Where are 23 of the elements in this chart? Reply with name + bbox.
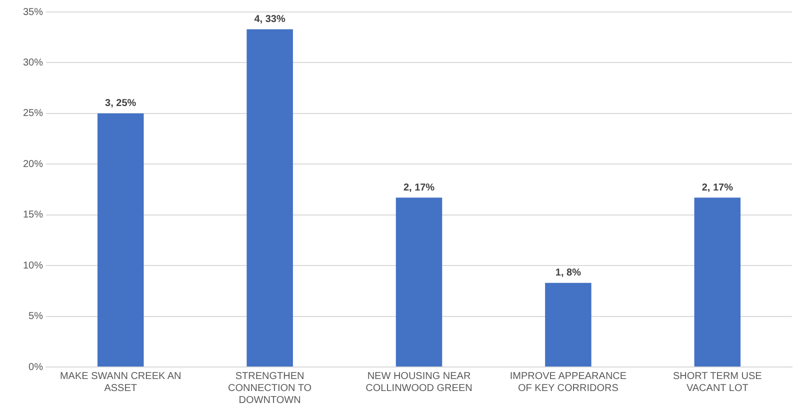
x-tick-label: SHORT TERM USE VACANT LOT — [672, 370, 762, 394]
bar — [694, 198, 741, 366]
y-tick-label: 35% — [23, 6, 44, 18]
data-label: 3, 25% — [105, 98, 136, 110]
bar — [97, 113, 144, 366]
bar — [246, 29, 293, 366]
y-tick-label: 10% — [23, 260, 44, 272]
y-tick-label: 30% — [23, 57, 44, 68]
x-tick-label: IMPROVE APPEARANCE OF KEY CORRIDORS — [510, 370, 627, 394]
y-tick-label: 5% — [28, 311, 44, 322]
x-tick-label: NEW HOUSING NEAR COLLINWOOD GREEN — [366, 370, 472, 394]
y-tick-label: 20% — [23, 158, 44, 170]
y-tick-label: 25% — [23, 108, 44, 120]
bar — [545, 282, 592, 366]
data-label: 1, 8% — [555, 268, 582, 279]
y-tick-label: 15% — [23, 210, 44, 221]
x-tick-label: MAKE SWANN CREEK AN ASSET — [60, 370, 182, 394]
data-label: 2, 17% — [702, 182, 734, 194]
bar — [396, 198, 442, 366]
y-tick-label: 0% — [28, 362, 44, 373]
x-tick-label: STRENGTHEN CONNECTION TO DOWNTOWN — [228, 370, 312, 406]
data-label: 2, 17% — [403, 182, 435, 194]
data-label: 4, 33% — [254, 14, 286, 25]
